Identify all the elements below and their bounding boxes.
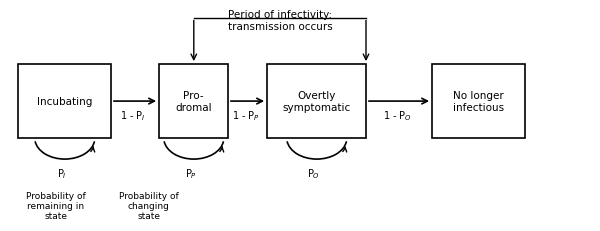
- Bar: [267, 65, 366, 139]
- Text: 1 - P$_P$: 1 - P$_P$: [232, 109, 260, 122]
- Text: P$_O$: P$_O$: [307, 166, 320, 180]
- Text: Period of infectivity:
transmission occurs: Period of infectivity: transmission occu…: [228, 10, 332, 32]
- Text: 1 - P$_I$: 1 - P$_I$: [121, 109, 146, 122]
- Text: Incubating: Incubating: [37, 97, 92, 107]
- Text: Pro-
dromal: Pro- dromal: [175, 91, 212, 112]
- Bar: [432, 65, 525, 139]
- Text: Probability of
remaining in
state: Probability of remaining in state: [26, 191, 86, 220]
- Text: Probability of
changing
state: Probability of changing state: [119, 191, 179, 220]
- Text: 1 - P$_O$: 1 - P$_O$: [383, 109, 412, 122]
- Bar: [18, 65, 111, 139]
- Text: P$_I$: P$_I$: [57, 166, 67, 180]
- Bar: [159, 65, 228, 139]
- Text: P$_P$: P$_P$: [185, 166, 197, 180]
- Text: Overtly
symptomatic: Overtly symptomatic: [283, 91, 350, 112]
- Text: No longer
infectious: No longer infectious: [453, 91, 504, 112]
